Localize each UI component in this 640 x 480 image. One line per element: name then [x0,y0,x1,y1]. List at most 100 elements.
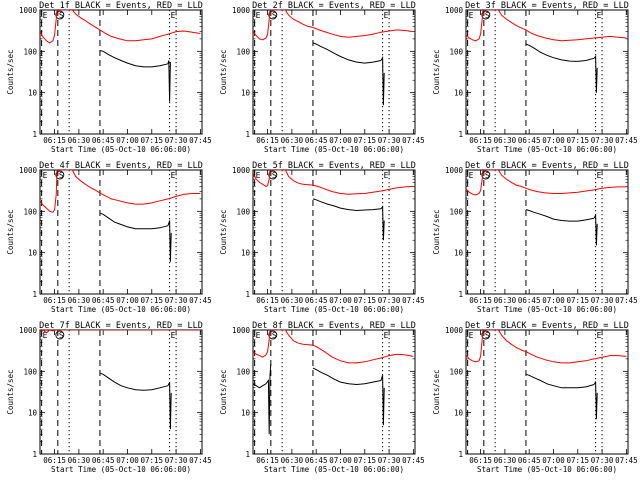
y-tick-label: 10 [28,249,38,258]
y-tick-label: 1000 [232,326,251,335]
chart-title: Det 6f BLACK = Events, RED = LLD [465,161,629,171]
x-tick-label: 07:00 [116,456,139,465]
y-tick-label: 100 [23,207,37,216]
chart-title: Det 4f BLACK = Events, RED = LLD [39,161,203,171]
x-tick-label: 07:15 [353,296,376,305]
plot-frame [465,169,629,295]
y-tick-label: 1 [245,290,250,299]
x-tick-label: 06:15 [469,136,492,145]
x-axis-label: Start Time (05-Oct-10 06:06:00) [477,145,617,154]
x-tick-label: 07:45 [189,136,212,145]
saa-marker-symbol [268,10,278,20]
y-tick-label: 100 [236,47,250,56]
detector-panel: Det 8f BLACK = Events, RED = LLD 1 10 100 10… [219,321,425,474]
x-tick-label: 06:45 [518,136,541,145]
event-marker-label: E [256,11,261,20]
event-marker-label: S [485,11,490,20]
chart-title: Det 5f BLACK = Events, RED = LLD [252,161,416,171]
x-tick-label: 07:00 [542,136,565,145]
plot-frame [39,329,203,455]
event-marker-label: E [43,171,48,180]
x-tick-label: 07:30 [378,296,401,305]
events-rate-line [99,372,169,391]
plot-frame [39,9,203,135]
plot-frame [252,9,416,135]
y-tick-label: 10 [241,89,251,98]
lld-rate-line [466,170,627,196]
events-rate-line [312,198,382,212]
event-marker-label: E [256,171,261,180]
x-tick-label: 07:45 [615,296,638,305]
x-axis-label: Start Time (05-Oct-10 06:06:00) [264,465,404,474]
y-tick-label: 10 [28,89,38,98]
events-rate-line [593,380,598,420]
plot-frame [465,9,629,135]
y-axis-label: Counts/sec [432,369,441,414]
y-tick-label: 100 [23,367,37,376]
x-tick-label: 07:15 [566,296,589,305]
x-tick-label: 06:45 [305,456,328,465]
x-tick-label: 07:30 [165,296,188,305]
y-tick-label: 1 [32,130,37,139]
y-tick-label: 1000 [445,326,464,335]
y-tick-label: 1 [245,130,250,139]
x-tick-label: 07:45 [615,136,638,145]
detector-panel: Det 1f BLACK = Events, RED = LLD 1 10 100 10… [6,1,212,154]
x-tick-label: 06:30 [494,296,517,305]
chart-title: Det 9f BLACK = Events, RED = LLD [465,321,629,331]
event-marker-label: S [272,331,277,340]
chart-title: Det 2f BLACK = Events, RED = LLD [252,1,416,11]
x-tick-label: 06:30 [68,456,91,465]
x-tick-label: 06:15 [256,456,279,465]
x-axis-label: Start Time (05-Oct-10 06:06:00) [51,465,191,474]
x-tick-label: 06:30 [281,296,304,305]
y-tick-label: 10 [454,409,464,418]
detector-panel: Det 4f BLACK = Events, RED = LLD 1 10 100 10… [6,161,212,314]
event-marker-label: S [485,171,490,180]
x-tick-label: 06:30 [494,136,517,145]
y-axis-label: Counts/sec [6,369,15,414]
events-rate-line [525,43,595,62]
y-tick-label: 100 [236,207,250,216]
y-tick-label: 1 [458,130,463,139]
x-tick-label: 06:15 [256,296,279,305]
y-tick-label: 100 [449,367,463,376]
x-axis-label: Start Time (05-Oct-10 06:06:00) [477,465,617,474]
x-tick-label: 07:30 [591,136,614,145]
x-tick-label: 07:45 [189,296,212,305]
events-rate-line [380,375,385,426]
event-marker-label: E [171,331,176,340]
x-axis-label: Start Time (05-Oct-10 06:06:00) [51,145,191,154]
chart-title: Det 7f BLACK = Events, RED = LLD [39,321,203,331]
lld-rate-line [40,10,201,44]
y-tick-label: 1000 [19,326,38,335]
lld-rate-line [253,330,414,364]
x-tick-label: 07:45 [189,456,212,465]
detector-panel: Det 5f BLACK = Events, RED = LLD 1 10 100 10… [219,161,425,314]
x-tick-label: 06:15 [469,296,492,305]
y-tick-label: 1000 [232,6,251,15]
y-tick-label: 1 [245,450,250,459]
event-marker-label: S [485,331,490,340]
saa-marker-symbol [55,10,65,20]
event-marker-label: E [384,331,389,340]
events-rate-line [525,373,595,389]
x-tick-label: 06:30 [281,136,304,145]
y-axis-label: Counts/sec [432,209,441,254]
x-axis-label: Start Time (05-Oct-10 06:06:00) [264,305,404,314]
event-marker-label: S [59,331,64,340]
x-tick-label: 07:30 [378,456,401,465]
detector-panel: Det 7f BLACK = Events, RED = LLD 1 10 100 10… [6,321,212,474]
x-axis-label: Start Time (05-Oct-10 06:06:00) [264,145,404,154]
saa-marker-symbol [481,330,491,340]
y-tick-label: 10 [454,89,464,98]
saa-marker-symbol [481,10,491,20]
event-marker-label: E [597,171,602,180]
event-marker-label: S [59,171,64,180]
event-marker-label: E [469,11,474,20]
event-marker-label: E [256,331,261,340]
event-marker-label: E [171,171,176,180]
y-tick-label: 10 [28,409,38,418]
events-rate-line [167,60,171,102]
x-tick-label: 06:30 [68,136,91,145]
